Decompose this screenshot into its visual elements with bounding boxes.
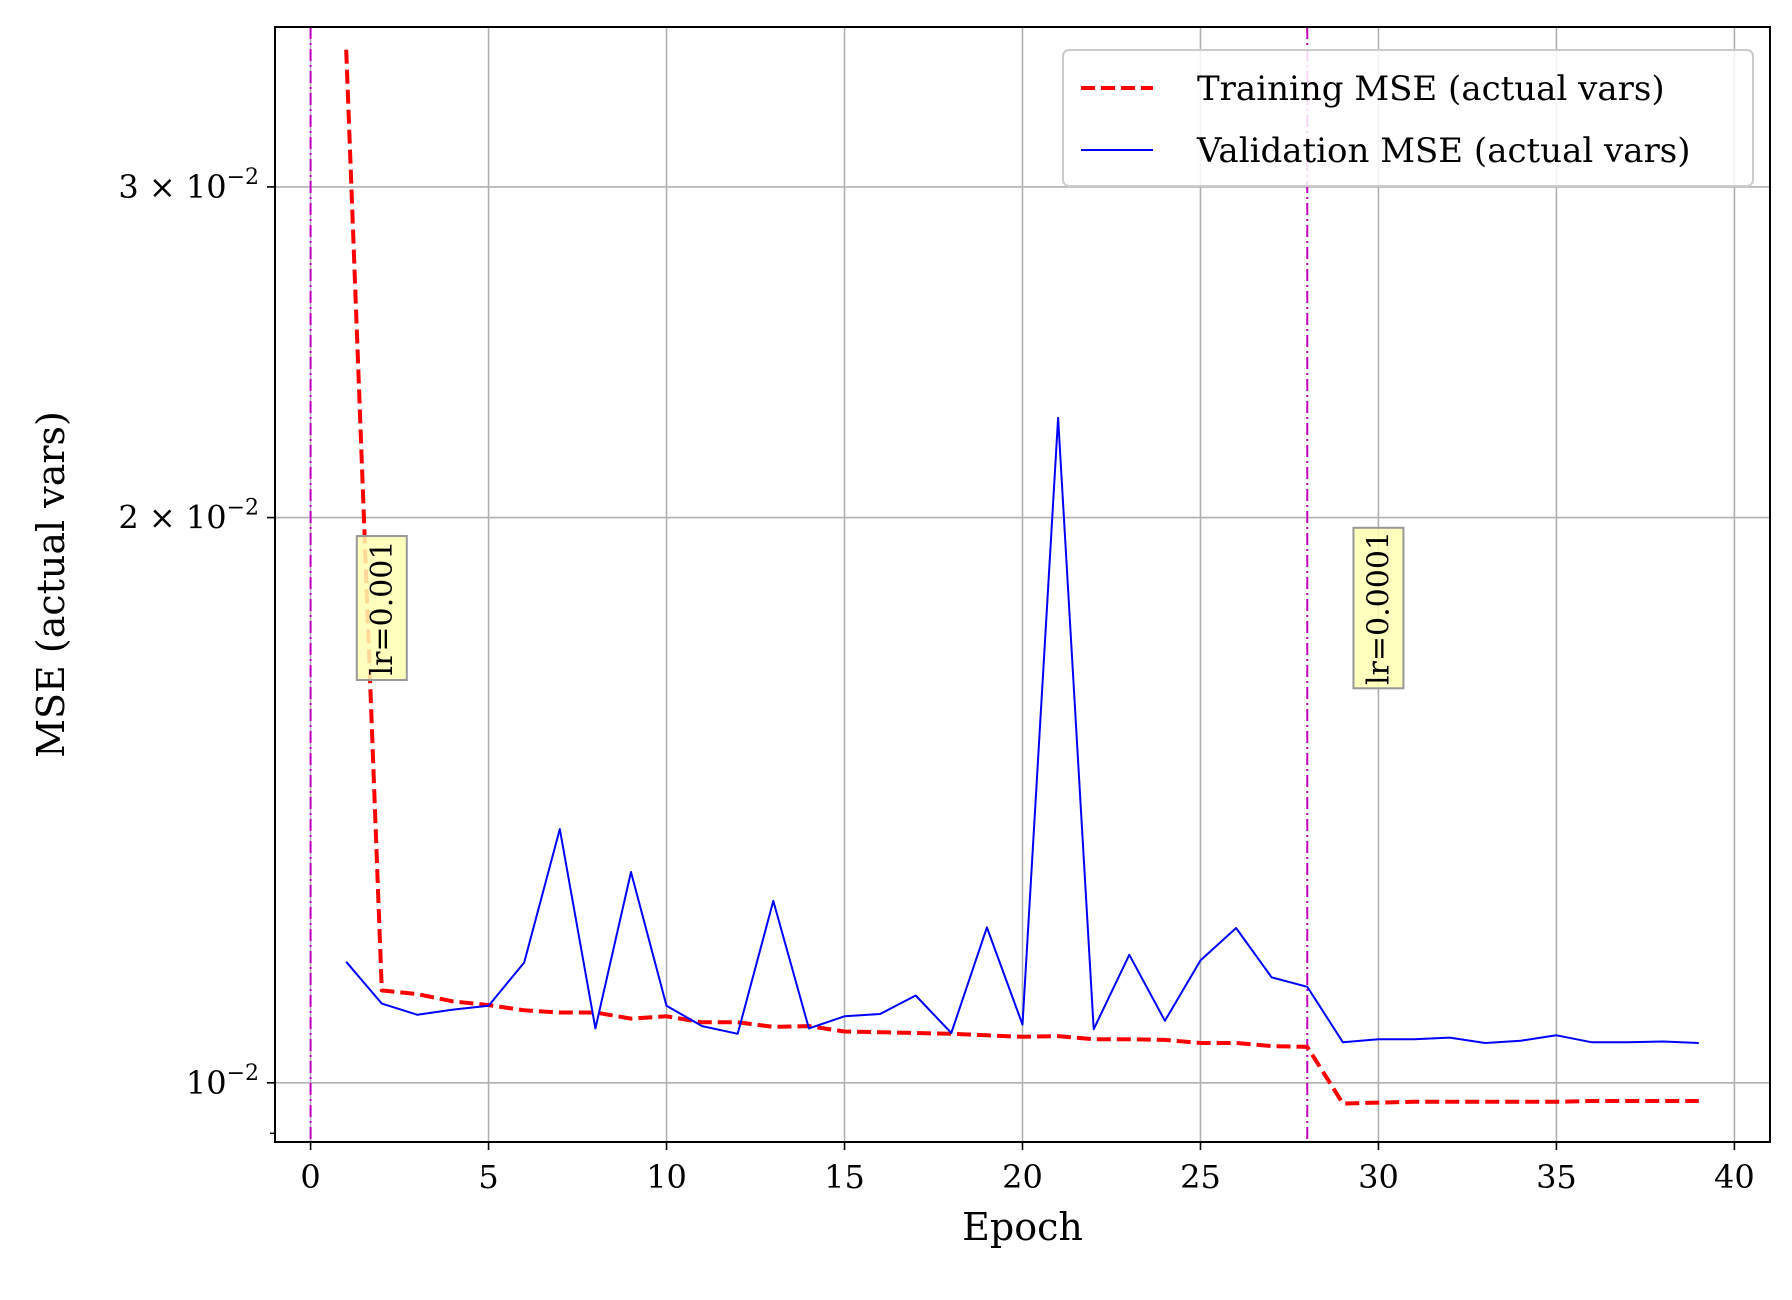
x-tick-label: 35 [1536, 1158, 1577, 1196]
x-tick-label: 20 [1002, 1158, 1043, 1196]
lr-annotation-box [355, 535, 408, 682]
lr-annotation: lr=0.001 [355, 535, 408, 682]
x-tick-label: 30 [1358, 1158, 1399, 1196]
legend: Training MSE (actual vars) Validation MSE… [1062, 49, 1754, 187]
training-mse-line [344, 49, 1699, 1106]
lr-annotations: lr=0.001 lr=0.0001 [355, 526, 1405, 690]
x-tick-label: 40 [1714, 1158, 1755, 1196]
grid [275, 27, 1770, 1142]
lr-annotation-box [1352, 526, 1405, 690]
lr-annotation-text: lr=0.0001 [1361, 531, 1396, 685]
validation-mse-line [345, 416, 1699, 1044]
y-axis-label: MSE (actual vars) [29, 411, 73, 758]
lr-change-lines [309, 27, 1309, 1142]
legend-label: Validation MSE (actual vars) [1196, 131, 1690, 171]
lr-annotation-text: lr=0.001 [365, 541, 400, 676]
legend-label: Training MSE (actual vars) [1197, 69, 1665, 109]
y-tick-label: 2 × 10−2 [118, 496, 259, 537]
y-tick-label: 3 × 10−2 [118, 165, 259, 206]
y-tick-label: 10−2 [186, 1061, 259, 1102]
x-tick-label: 15 [824, 1158, 865, 1196]
series-lines [344, 49, 1699, 1106]
lr-annotation: lr=0.0001 [1352, 526, 1405, 690]
x-axis-label: Epoch [962, 1205, 1083, 1249]
legend-box [1062, 49, 1754, 187]
axis-ticks: 0 5 10 15 20 25 30 35 40 10−2 2 × 10−2 3 × 10−2 [118, 165, 1754, 1196]
x-tick-label: 25 [1180, 1158, 1221, 1196]
x-tick-label: 10 [646, 1158, 687, 1196]
x-tick-label: 5 [478, 1158, 498, 1196]
x-tick-label: 0 [300, 1158, 320, 1196]
